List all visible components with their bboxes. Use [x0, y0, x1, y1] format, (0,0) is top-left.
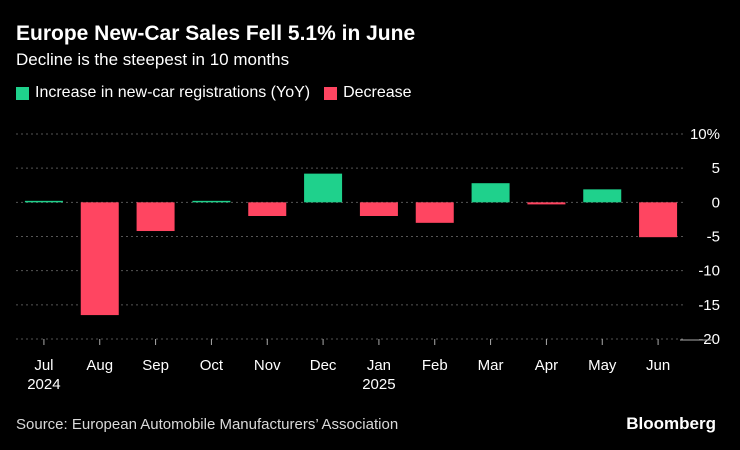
bar-jan: [359, 202, 398, 216]
legend-swatch-decrease: [324, 86, 338, 100]
y-tick-label: -10: [698, 263, 720, 280]
bloomberg-logo: Bloomberg: [626, 414, 716, 433]
bar-feb: [415, 202, 454, 223]
legend-item-decrease: Decrease: [324, 84, 412, 102]
x-tick-year-label: 2025: [362, 376, 395, 393]
chart-subtitle: Decline is the steepest in 10 months: [16, 50, 290, 69]
x-tick-label: Dec: [310, 357, 337, 374]
legend-label-increase: Increase in new-car registrations (YoY): [35, 84, 311, 101]
bar-may: [583, 189, 622, 203]
x-tick-label: Nov: [254, 357, 281, 374]
legend-swatch-increase: [16, 86, 29, 100]
bar-jul: [24, 200, 63, 203]
bar-aug: [80, 202, 119, 316]
x-tick-label: Apr: [535, 357, 558, 374]
bar-nov: [248, 202, 287, 216]
x-tick-label: Jul: [34, 357, 53, 374]
bar-jun: [639, 202, 678, 238]
legend-item-increase: Increase in new-car registrations (YoY): [16, 84, 310, 102]
x-tick-label: May: [588, 357, 617, 374]
y-tick-label: -15: [698, 297, 720, 314]
x-tick-label: Aug: [86, 357, 113, 374]
source-note: Source: European Automobile Manufacturer…: [16, 416, 399, 433]
x-tick-label: Jan: [367, 357, 391, 374]
chart-title: Europe New-Car Sales Fell 5.1% in June: [16, 22, 416, 45]
bar-dec: [304, 173, 343, 203]
legend-label-decrease: Decrease: [343, 84, 412, 101]
bar-oct: [192, 200, 231, 203]
y-tick-label: -5: [707, 229, 720, 246]
bar-apr: [527, 202, 566, 205]
bar-sep: [136, 202, 175, 232]
x-tick-year-label: 2024: [27, 376, 60, 393]
legend: Increase in new-car registrations (YoY) …: [16, 84, 426, 102]
y-tick-label: 10%: [690, 126, 720, 143]
y-tick-label: 0: [712, 194, 720, 211]
x-tick-label: Sep: [142, 357, 169, 374]
x-tick-label: Feb: [422, 357, 448, 374]
x-tick-label: Jun: [646, 357, 670, 374]
bar-mar: [471, 183, 510, 203]
x-tick-label: Mar: [478, 357, 504, 374]
y-tick-label: 5: [712, 160, 720, 177]
x-tick-label: Oct: [200, 357, 224, 374]
